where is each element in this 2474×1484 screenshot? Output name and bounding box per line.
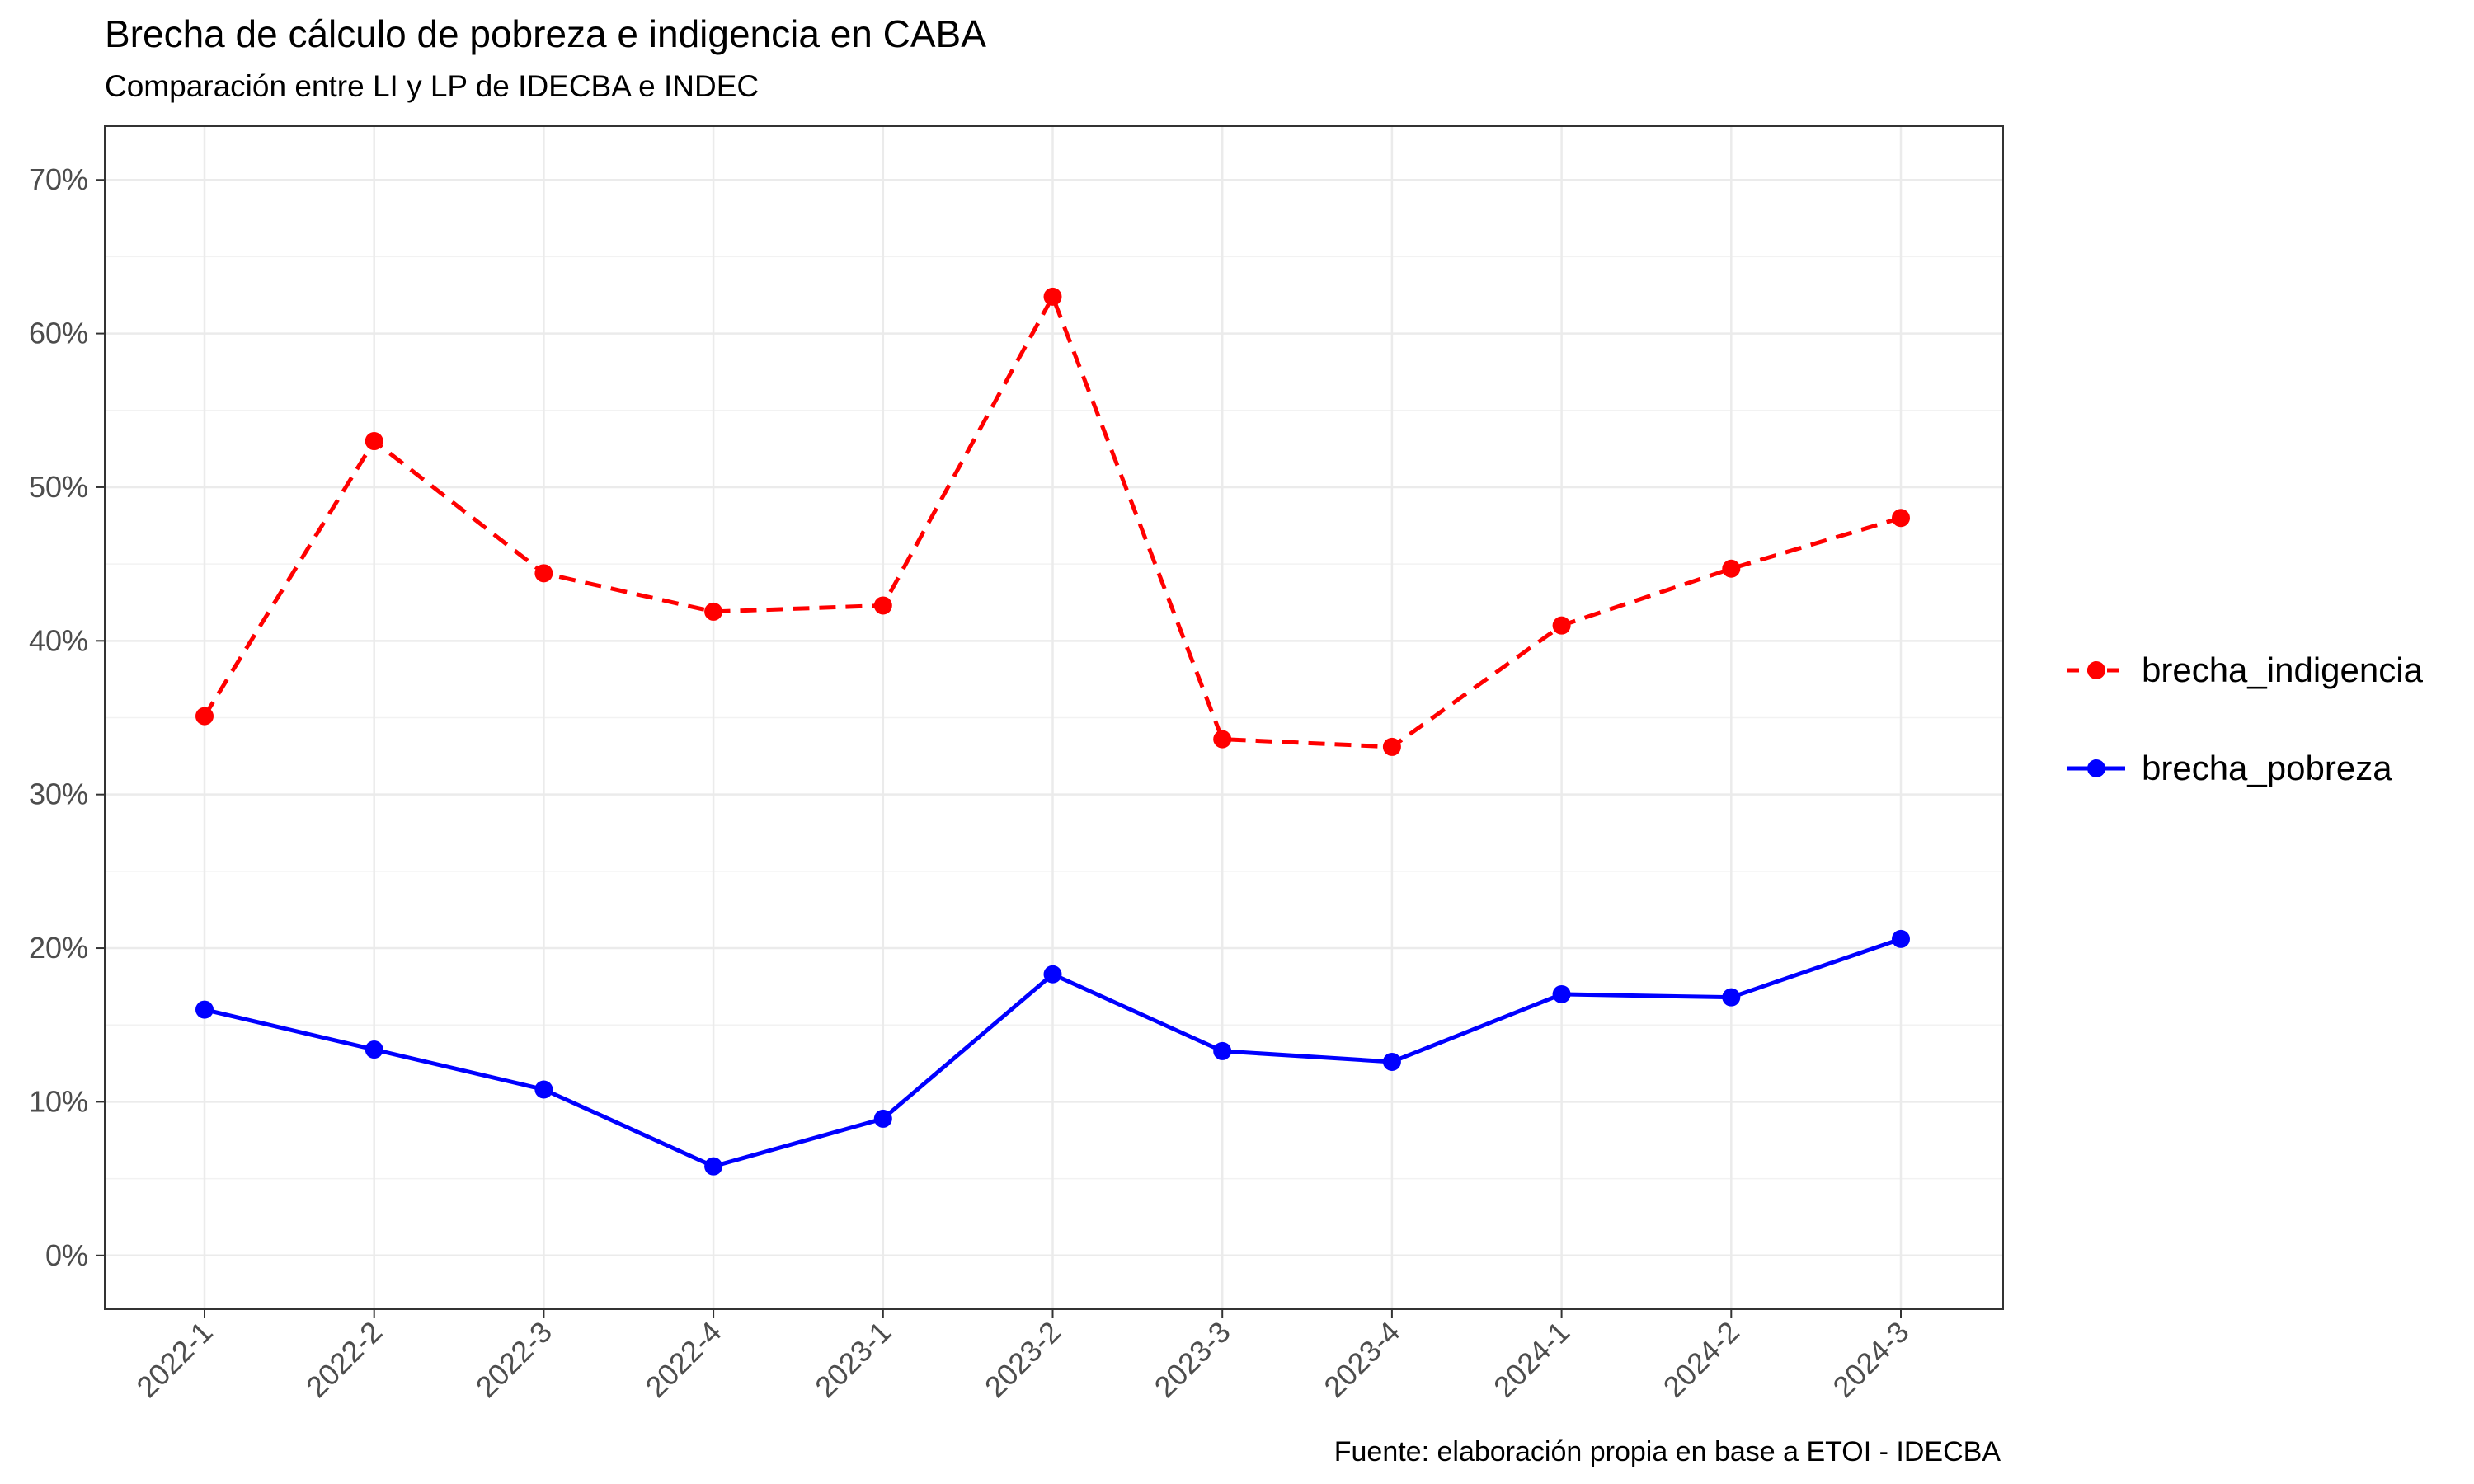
x-tick-label: 2023-3: [1148, 1315, 1237, 1404]
y-tick-label: 60%: [29, 317, 88, 350]
chart-subtitle: Comparación entre LI y LP de IDECBA e IN…: [105, 69, 760, 103]
data-point-brecha_indigencia: [1382, 737, 1401, 756]
data-point-brecha_pobreza: [1552, 984, 1571, 1003]
data-point-brecha_indigencia: [1722, 559, 1741, 578]
data-point-brecha_indigencia: [534, 564, 553, 583]
data-point-brecha_pobreza: [534, 1080, 553, 1099]
y-tick-label: 10%: [29, 1084, 88, 1118]
y-tick-label: 70%: [29, 162, 88, 196]
chart-title: Brecha de cálculo de pobreza e indigenci…: [105, 12, 986, 55]
data-point-brecha_pobreza: [195, 1000, 214, 1019]
chart-caption: Fuente: elaboración propia en base a ETO…: [1333, 1436, 2001, 1468]
x-tick-label: 2023-1: [808, 1315, 897, 1404]
legend-key-point-brecha_indigencia: [2087, 661, 2105, 679]
data-point-brecha_indigencia: [195, 707, 214, 726]
y-tick-label: 0%: [45, 1238, 88, 1272]
data-point-brecha_pobreza: [1722, 988, 1741, 1007]
data-point-brecha_indigencia: [1043, 287, 1062, 306]
data-point-brecha_indigencia: [1892, 509, 1910, 528]
data-point-brecha_pobreza: [1043, 965, 1062, 984]
data-point-brecha_pobreza: [1382, 1052, 1401, 1071]
data-point-brecha_indigencia: [704, 602, 723, 621]
y-tick-label: 50%: [29, 470, 88, 504]
x-tick-label: 2024-2: [1657, 1315, 1746, 1404]
y-tick-label: 20%: [29, 931, 88, 965]
plot-border: [104, 125, 2004, 1310]
x-tick-label: 2022-1: [129, 1315, 219, 1404]
x-tick-label: 2022-3: [469, 1315, 558, 1404]
data-point-brecha_pobreza: [873, 1109, 892, 1128]
y-tick-label: 30%: [29, 777, 88, 811]
data-point-brecha_indigencia: [1552, 616, 1571, 635]
data-point-brecha_indigencia: [873, 596, 892, 615]
data-point-brecha_indigencia: [1213, 730, 1232, 749]
data-point-brecha_indigencia: [365, 432, 383, 451]
legend-key-point-brecha_pobreza: [2087, 759, 2105, 777]
x-tick-label: 2022-2: [299, 1315, 388, 1404]
data-point-brecha_pobreza: [1892, 929, 1910, 948]
data-point-brecha_pobreza: [704, 1157, 723, 1176]
series-line-brecha_indigencia: [202, 294, 1902, 749]
x-tick-label: 2024-1: [1487, 1315, 1576, 1404]
legend-label: brecha_pobreza: [2142, 749, 2392, 787]
x-tick-label: 2023-4: [1317, 1315, 1406, 1404]
data-point-brecha_pobreza: [365, 1040, 383, 1059]
x-tick-label: 2023-2: [978, 1315, 1067, 1404]
y-tick-label: 40%: [29, 623, 88, 657]
data-point-brecha_pobreza: [1213, 1041, 1232, 1060]
legend-label: brecha_indigencia: [2142, 650, 2424, 689]
x-tick-label: 2024-3: [1826, 1315, 1915, 1404]
x-tick-label: 2022-4: [638, 1315, 727, 1404]
